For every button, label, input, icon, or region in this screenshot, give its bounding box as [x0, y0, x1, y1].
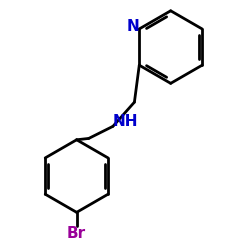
Text: Br: Br: [67, 226, 86, 241]
Text: NH: NH: [112, 114, 138, 129]
Text: N: N: [126, 19, 139, 34]
